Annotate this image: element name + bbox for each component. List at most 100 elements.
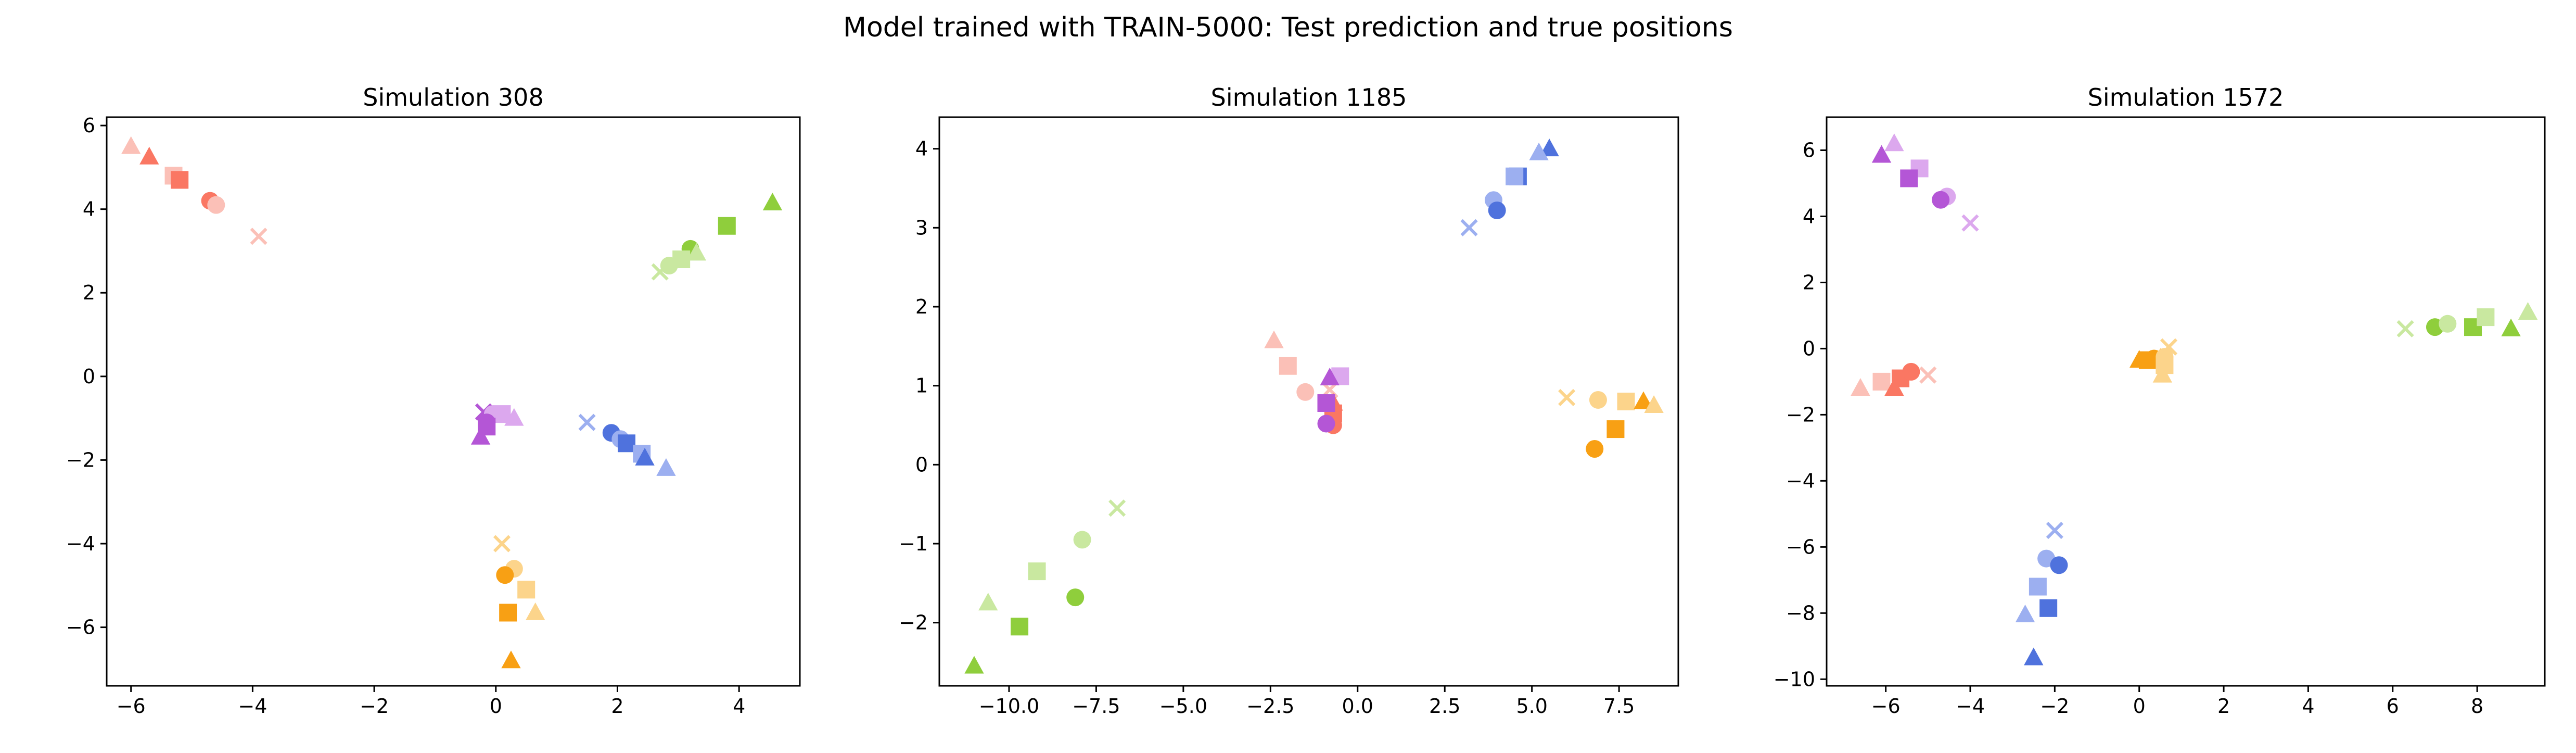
y-tick-label: 6 [1803, 139, 1815, 161]
point-orange-triangle-20 [2152, 365, 2173, 383]
point-green-square-27 [1028, 562, 1046, 581]
y-tick-label: 2 [83, 281, 95, 304]
y-tick-label: −2 [66, 448, 95, 471]
point-purple-x-6 [1961, 214, 1979, 232]
point-green-square-30 [1011, 618, 1029, 636]
axes-frame [938, 116, 1679, 687]
point-blue-x-6 [1460, 219, 1478, 236]
panel-title: Simulation 1185 [1211, 83, 1407, 111]
y-tick-label: 1 [915, 374, 928, 397]
point-red-square-8 [1872, 372, 1891, 391]
y-tick-label: 3 [915, 216, 928, 239]
y-tick-label: −6 [66, 616, 95, 639]
panel-2: Simulation 1185 −10.0 −7.5 −5.0 −2.5 0.0 2.5 5.… [899, 83, 1679, 718]
point-red-triangle-7 [1851, 378, 1870, 396]
y-tick-label: −8 [1786, 601, 1815, 624]
point-green-circle-12 [660, 257, 678, 275]
point-red-circle-5 [207, 196, 225, 214]
point-orange-triangle-33 [526, 602, 545, 620]
point-orange-x-18 [1558, 388, 1576, 406]
y-tick-label: 4 [1803, 205, 1815, 228]
x-tick-label: −4 [238, 695, 267, 718]
point-orange-circle-24 [1586, 440, 1604, 458]
x-tick-label: 5.0 [1516, 695, 1547, 718]
point-purple-triangle-0 [1884, 133, 1904, 152]
point-red-triangle-7 [1264, 330, 1284, 348]
point-orange-square-31 [517, 581, 535, 599]
point-red-triangle-1 [139, 146, 159, 165]
point-green-triangle-7 [762, 193, 783, 211]
point-blue-triangle-27 [656, 458, 676, 476]
y-tick-label: −6 [1786, 535, 1815, 558]
point-purple-triangle-15 [1320, 367, 1340, 385]
x-tick-label: −2 [2040, 695, 2069, 718]
point-orange-triangle-22 [1644, 395, 1664, 413]
point-orange-circle-30 [496, 566, 514, 584]
point-green-circle-28 [1066, 588, 1085, 607]
x-tick-label: 0.0 [1342, 695, 1373, 718]
y-tick-label: −1 [899, 532, 928, 555]
x-tick-label: −6 [1871, 695, 1901, 718]
x-tick-label: −2.5 [1246, 695, 1294, 718]
x-tick-label: 0 [490, 695, 502, 718]
point-blue-triangle-26 [635, 447, 655, 466]
point-blue-square-31 [2029, 578, 2047, 596]
point-blue-circle-5 [1488, 201, 1506, 219]
x-tick-label: −6 [117, 695, 146, 718]
point-red-x-12 [1919, 366, 1937, 384]
panels: Simulation 308 −6 −4 −2 0 2 4 −6 −4 −2 0 2 4 6 Simulat… [66, 83, 2546, 718]
panel-3: Simulation 1572 −6 −4 −2 0 2 4 6 8 −10 −8 −6 −4 −2 0 2 4… [1774, 83, 2546, 718]
axes-frame [1826, 116, 2546, 687]
panel-1: Simulation 308 −6 −4 −2 0 2 4 −6 −4 −2 0 2 4 6 [66, 83, 801, 718]
point-green-triangle-29 [978, 593, 998, 611]
x-tick-label: 6 [2387, 695, 2399, 718]
point-blue-triangle-34 [2024, 647, 2044, 666]
y-tick-label: 0 [83, 365, 95, 388]
point-orange-square-32 [499, 604, 517, 622]
y-tick-label: 4 [915, 137, 928, 160]
point-blue-square-3 [1506, 167, 1524, 185]
point-blue-x-21 [578, 413, 596, 431]
point-red-square-8 [1279, 357, 1297, 375]
point-green-x-13 [651, 263, 669, 281]
y-tick-label: 6 [83, 114, 95, 137]
point-red-x-6 [250, 228, 267, 245]
data-points [964, 139, 1664, 674]
point-blue-triangle-1 [1529, 142, 1549, 160]
point-blue-triangle-0 [1539, 139, 1559, 157]
y-tick-label: 2 [915, 295, 928, 318]
x-tick-label: −4 [1956, 695, 1985, 718]
point-green-square-25 [2477, 308, 2495, 327]
y-tick-label: 0 [1803, 337, 1815, 360]
x-tick-label: −7.5 [1072, 695, 1120, 718]
panel-title: Simulation 308 [363, 83, 543, 111]
point-green-circle-26 [1073, 531, 1091, 549]
point-purple-triangle-17 [504, 408, 524, 426]
x-tick-label: 2 [611, 695, 623, 718]
y-tick-label: 4 [83, 198, 95, 221]
point-red-square-3 [171, 171, 189, 189]
point-blue-triangle-33 [2015, 604, 2035, 622]
point-purple-triangle-20 [470, 426, 491, 445]
point-purple-circle-17 [1317, 415, 1335, 433]
y-tick-label: −4 [66, 532, 95, 555]
y-tick-label: 0 [915, 453, 928, 476]
y-tick-label: −2 [899, 611, 928, 634]
axes-frame [106, 116, 801, 687]
x-tick-label: 2.5 [1429, 695, 1460, 718]
point-orange-x-28 [493, 535, 511, 553]
point-green-square-8 [718, 217, 736, 235]
x-tick-label: 8 [2471, 695, 2483, 718]
x-tick-label: −5.0 [1159, 695, 1207, 718]
data-points [121, 136, 783, 669]
point-orange-square-23 [1606, 420, 1625, 438]
point-green-circle-23 [2439, 315, 2457, 333]
figure-title: Model trained with TRAIN-5000: Test pred… [843, 12, 1733, 43]
data-points [1851, 133, 2538, 666]
point-purple-square-16 [1317, 394, 1335, 412]
x-tick-label: −10.0 [979, 695, 1039, 718]
x-tick-label: 4 [733, 695, 745, 718]
point-orange-triangle-34 [501, 650, 521, 669]
